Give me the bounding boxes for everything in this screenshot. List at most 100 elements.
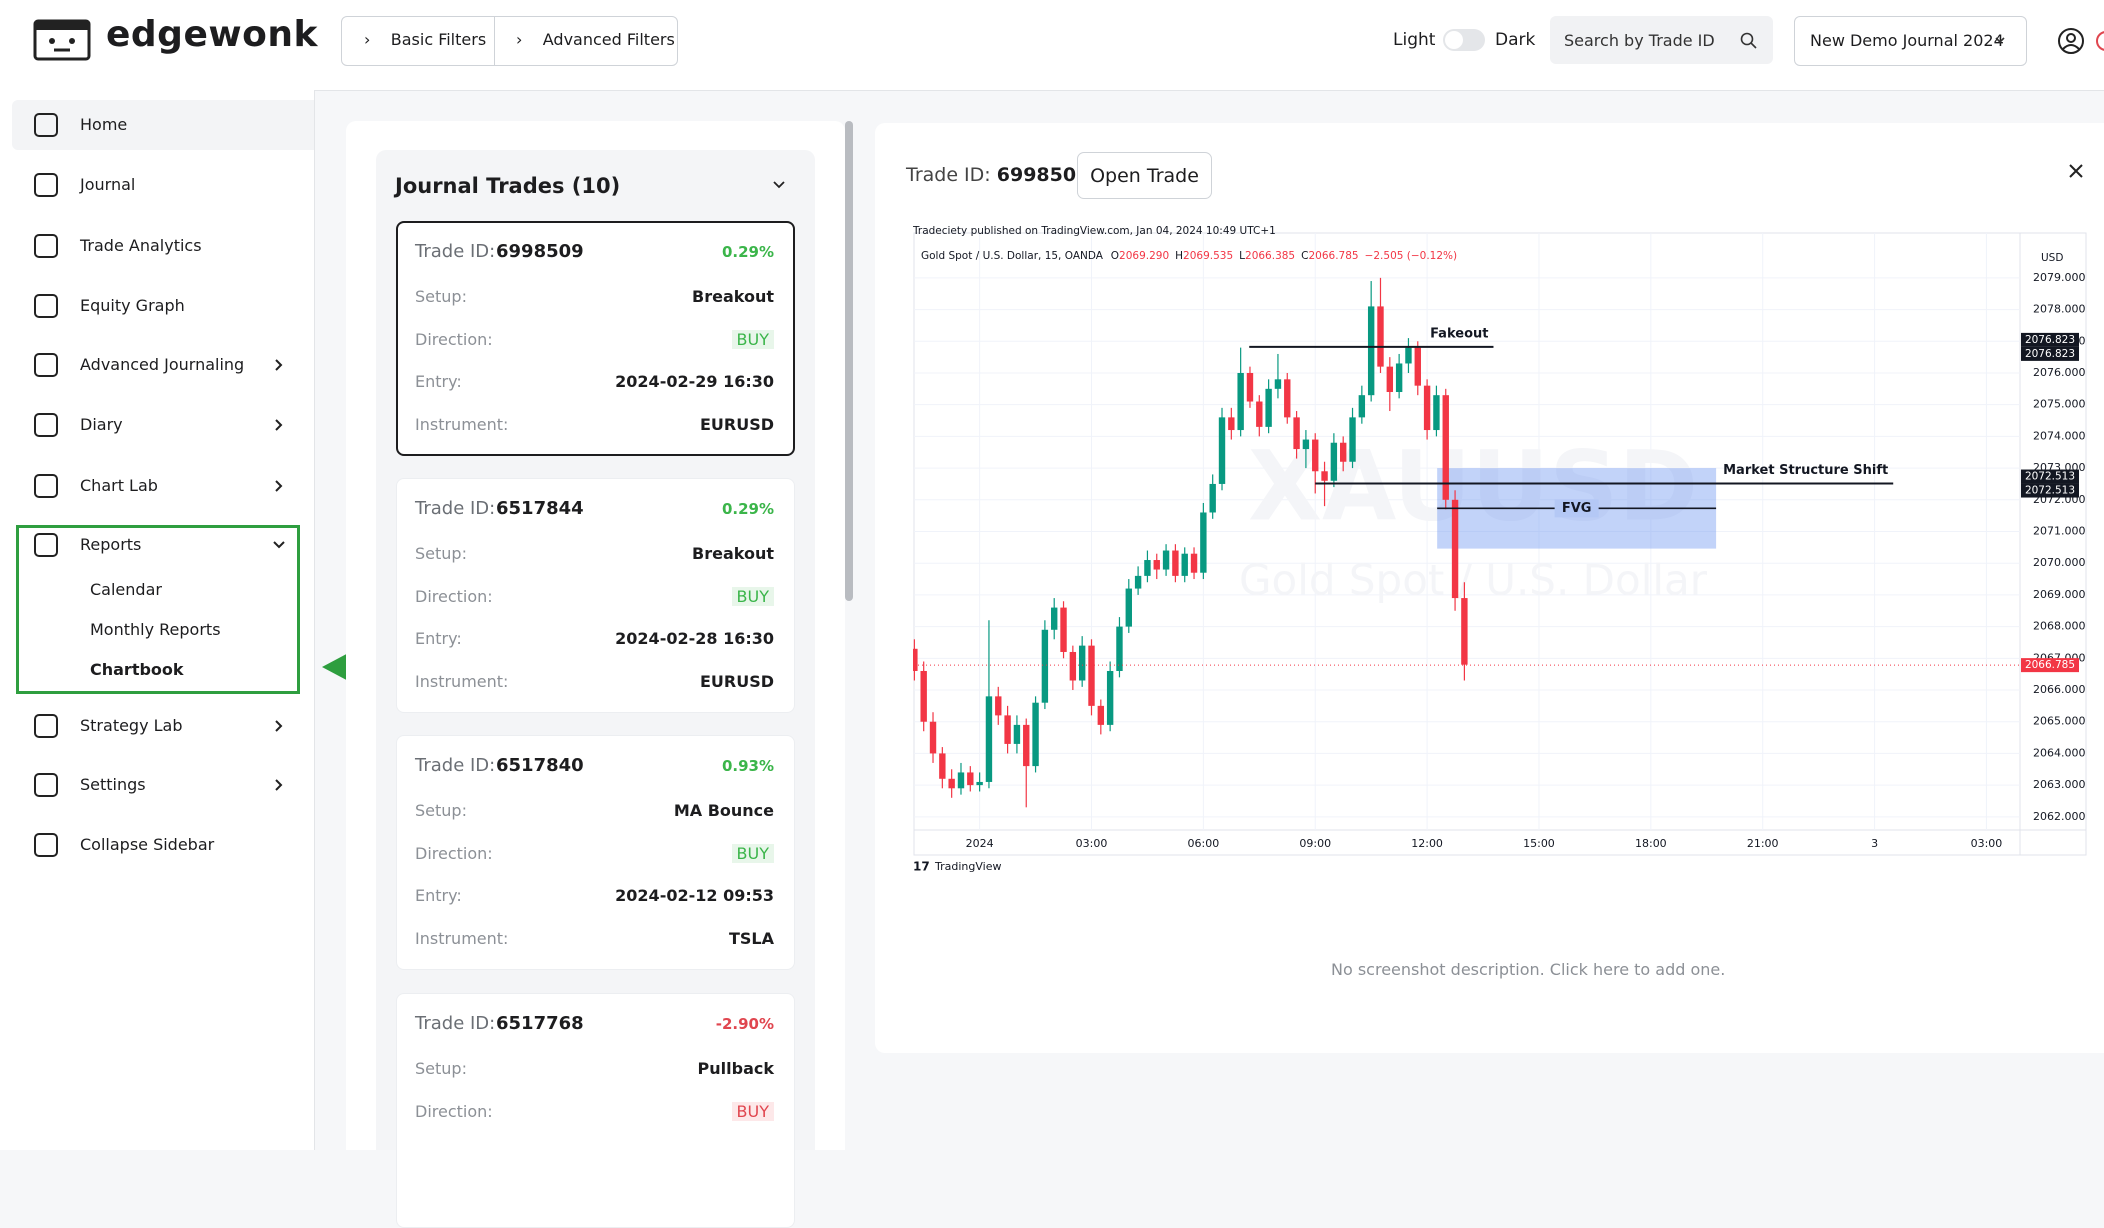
watermark: Gold Spot / U.S. Dollar bbox=[1239, 556, 1708, 605]
submenu-item[interactable]: Monthly Reports bbox=[90, 620, 221, 639]
ohlc-key: C bbox=[1301, 250, 1308, 262]
collapse-chevron[interactable] bbox=[772, 180, 786, 190]
nav-item[interactable]: Home bbox=[80, 115, 128, 134]
candle-body bbox=[1405, 347, 1412, 364]
candle-body bbox=[1116, 626, 1123, 671]
screenshot-description[interactable]: No screenshot description. Click here to… bbox=[1331, 960, 1726, 979]
brand-mark: 17 bbox=[913, 860, 930, 874]
currency: USD bbox=[2041, 252, 2063, 264]
field-value: TSLA bbox=[728, 929, 774, 948]
theme-toggle[interactable] bbox=[1443, 29, 1485, 51]
y-tick-label: 2064.000 bbox=[2033, 746, 2086, 759]
trade-id: 6517840 bbox=[496, 755, 584, 776]
field-label: Instrument: bbox=[415, 672, 509, 691]
field-value: BUY bbox=[731, 330, 774, 349]
scrollbar[interactable] bbox=[845, 121, 853, 601]
filter-button[interactable]: › Advanced Filters bbox=[516, 30, 675, 49]
watermark: XAUUSD bbox=[1248, 430, 1698, 542]
candle-body bbox=[1209, 483, 1216, 513]
nav-item[interactable]: Chart Lab bbox=[80, 476, 158, 495]
nav-icon bbox=[34, 353, 58, 377]
candle-body bbox=[1442, 395, 1449, 500]
candle-body bbox=[1330, 442, 1338, 481]
x-tick-label: 21:00 bbox=[1747, 837, 1779, 850]
field-value: Breakout bbox=[692, 287, 774, 306]
icon-shape bbox=[34, 833, 58, 857]
icon-shape bbox=[34, 474, 58, 498]
nav-chevron bbox=[275, 480, 283, 492]
field-label: Setup: bbox=[415, 801, 467, 820]
close-icon[interactable] bbox=[2068, 163, 2084, 179]
notification-icon[interactable] bbox=[2094, 29, 2104, 53]
y-tick-label: 2066.000 bbox=[2033, 683, 2086, 696]
candle-body bbox=[1386, 366, 1394, 393]
ohlc-key: H bbox=[1175, 250, 1183, 262]
y-tick-label: 2062.000 bbox=[2033, 810, 2086, 823]
brand: TradingView bbox=[934, 860, 1001, 873]
nav-chevron bbox=[275, 779, 283, 791]
trade-card[interactable] bbox=[396, 221, 795, 456]
nav-item[interactable]: Reports bbox=[80, 535, 142, 554]
candle-body bbox=[1060, 607, 1067, 652]
candle-body bbox=[1451, 499, 1459, 599]
y-tick-label: 2079.000 bbox=[2033, 271, 2086, 284]
candle-body bbox=[1228, 417, 1235, 431]
trade-card[interactable] bbox=[396, 478, 795, 713]
nav-icon bbox=[34, 833, 58, 857]
journal-select[interactable] bbox=[1794, 16, 2027, 66]
candle-body bbox=[1172, 550, 1179, 576]
field-label: Entry: bbox=[415, 629, 462, 648]
y-tick-label: 2065.000 bbox=[2033, 715, 2086, 728]
price-label-bg bbox=[2021, 658, 2079, 673]
nav-item[interactable]: Equity Graph bbox=[80, 296, 185, 315]
divider bbox=[494, 16, 495, 66]
search-box[interactable] bbox=[1550, 16, 1773, 64]
candle-body bbox=[913, 648, 918, 671]
candle-body bbox=[1051, 607, 1058, 630]
search-placeholder: Search by Trade ID bbox=[1564, 31, 1715, 50]
user-icon[interactable] bbox=[2057, 27, 2085, 55]
trade-card[interactable] bbox=[396, 735, 795, 970]
field-label: Setup: bbox=[415, 287, 467, 306]
submenu-item[interactable]: Calendar bbox=[90, 580, 162, 599]
icon-shape bbox=[34, 533, 58, 557]
filter-button[interactable]: › Basic Filters bbox=[364, 30, 487, 49]
nav-chevron bbox=[273, 541, 285, 549]
field-label: Setup: bbox=[415, 544, 467, 563]
y-tick-label: 2075.000 bbox=[2033, 398, 2086, 411]
nav-item[interactable]: Journal bbox=[80, 175, 136, 194]
detail-id: Trade ID: 6998509 bbox=[906, 164, 1089, 186]
price-label-bg bbox=[2021, 469, 2079, 484]
candle-body bbox=[1367, 306, 1375, 396]
trade-id: 6998509 bbox=[496, 241, 584, 262]
icon-shape bbox=[34, 714, 58, 738]
submenu-item[interactable]: Chartbook bbox=[90, 660, 184, 679]
candle-body bbox=[1237, 372, 1244, 431]
nav-icon bbox=[34, 773, 58, 797]
candle-body bbox=[1013, 724, 1021, 744]
nav-icon bbox=[34, 294, 58, 318]
level-label: Fakeout bbox=[1430, 326, 1488, 341]
candle-body bbox=[1144, 560, 1151, 576]
x-tick-label: 2024 bbox=[966, 837, 994, 850]
candle-body bbox=[1181, 553, 1188, 576]
nav-item[interactable]: Strategy Lab bbox=[80, 716, 183, 735]
theme-dark: Dark bbox=[1495, 30, 1536, 50]
candle-body bbox=[1423, 385, 1431, 431]
nav-item[interactable]: Trade Analytics bbox=[80, 236, 202, 255]
candle-body bbox=[1414, 347, 1421, 386]
price-label: 2072.513 bbox=[2025, 471, 2075, 483]
candle-body bbox=[920, 670, 927, 722]
nav-item[interactable]: Advanced Journaling bbox=[80, 355, 245, 374]
trade-id: 6517844 bbox=[496, 498, 584, 519]
nav-item[interactable]: Settings bbox=[80, 775, 146, 794]
nav-item[interactable]: Diary bbox=[80, 415, 123, 434]
trade-id: 6517768 bbox=[496, 1013, 584, 1034]
logo-icon bbox=[33, 19, 91, 61]
candle-body bbox=[1293, 417, 1300, 450]
open-trade-button[interactable]: Open Trade bbox=[1077, 152, 1212, 199]
field-value: Pullback bbox=[697, 1059, 774, 1078]
field-label: Setup: bbox=[415, 1059, 467, 1078]
ohlc-value: 2069.290 bbox=[1119, 250, 1169, 262]
nav-item[interactable]: Collapse Sidebar bbox=[80, 835, 215, 854]
